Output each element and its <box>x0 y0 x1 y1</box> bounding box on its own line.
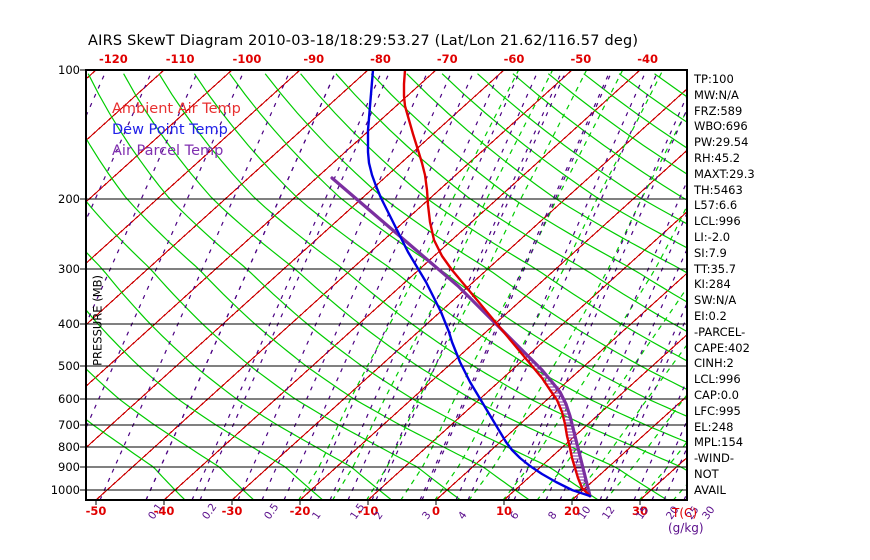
pressure-tick-700: 700 <box>58 418 80 432</box>
bottom-temp-tick-neg10: -10 <box>357 504 379 518</box>
top-temp-tick-neg80: -80 <box>370 52 391 66</box>
index-rh: RH:45.2 <box>694 151 741 165</box>
top-temp-tick-neg90: -90 <box>303 52 325 66</box>
index-cape: CAPE:402 <box>694 340 750 355</box>
index-parcel: -PARCEL- <box>694 324 746 339</box>
index-avail: AVAIL <box>694 482 726 497</box>
index-tt: TT:35.7 <box>694 261 737 276</box>
index-wind: -WIND- <box>694 451 735 466</box>
index-tp: TP:100 <box>694 72 734 86</box>
index-not: NOT <box>694 467 719 481</box>
index-mw: MW:N/A <box>694 87 739 102</box>
bottom-temp-tick-0: 0 <box>431 504 441 518</box>
top-temp-tick-neg120: -120 <box>98 52 128 66</box>
pressure-axis-label: PRESSURE (MB) <box>90 275 105 366</box>
legend-dew-point-temp: Dew Point Temp <box>112 122 228 138</box>
index-si: SI:7.9 <box>694 245 727 260</box>
top-temp-tick-neg100: -100 <box>232 52 262 66</box>
index-lfc: LFC:995 <box>694 403 741 418</box>
bottom-temp-tick-neg40: -40 <box>153 504 175 518</box>
bottom-temp-tick-neg30: -30 <box>221 504 243 518</box>
index-wbo: WBO:696 <box>694 119 748 134</box>
index-ki: KI:284 <box>694 277 731 292</box>
bottom-temp-tick-neg20: -20 <box>289 504 311 518</box>
top-temp-tick-neg110: -110 <box>165 52 195 66</box>
index-maxt: MAXT:29.3 <box>694 166 755 181</box>
page-title: AIRS SkewT Diagram 2010-03-18/18:29:53.2… <box>88 33 639 49</box>
legend-ambient-air-temp: Ambient Air Temp <box>112 101 241 117</box>
pressure-tick-200: 200 <box>58 192 80 206</box>
index-el: EL:248 <box>694 419 734 434</box>
bottom-temp-tick-30: 30 <box>631 504 649 518</box>
index-frz: FRZ:589 <box>694 103 743 118</box>
index-lcl: LCL:996 <box>694 214 741 229</box>
pressure-tick-400: 400 <box>58 317 80 331</box>
index-lcl2: LCL:996 <box>694 372 741 387</box>
index-li: LI:-2.0 <box>694 230 731 244</box>
index-cinh: CINH:2 <box>694 356 734 371</box>
index-pw: PW:29.54 <box>694 135 749 150</box>
pressure-tick-1000: 1000 <box>50 483 80 497</box>
pressure-tick-500: 500 <box>58 359 80 373</box>
pressure-tick-100: 100 <box>58 63 80 77</box>
legend-air-parcel-temp: Air Parcel Temp <box>112 143 224 159</box>
index-sw: SW:N/A <box>694 293 737 308</box>
index-cap: CAP:0.0 <box>694 388 739 402</box>
index-l57: L57:6.6 <box>694 198 738 213</box>
index-ei: EI:0.2 <box>694 309 727 323</box>
top-temp-tick-neg70: -70 <box>436 52 458 66</box>
top-temp-tick-neg50: -50 <box>570 52 592 66</box>
top-temp-tick-neg40: -40 <box>637 52 658 66</box>
index-mpl: MPL:154 <box>694 435 744 450</box>
bottom-temp-tick-10: 10 <box>495 504 513 518</box>
mixing-ratio-unit-label: (g/kg) <box>668 521 704 535</box>
pressure-tick-900: 900 <box>58 460 80 474</box>
pressure-tick-600: 600 <box>58 392 80 406</box>
pressure-tick-800: 800 <box>58 440 80 454</box>
pressure-tick-300: 300 <box>58 262 80 276</box>
top-temp-tick-neg60: -60 <box>503 52 525 66</box>
bottom-temp-tick-neg50: -50 <box>85 504 107 518</box>
bottom-temp-tick-20: 20 <box>563 504 581 518</box>
temperature-axis-unit-label: T(C) <box>672 506 698 520</box>
index-th: TH:5463 <box>694 182 743 197</box>
